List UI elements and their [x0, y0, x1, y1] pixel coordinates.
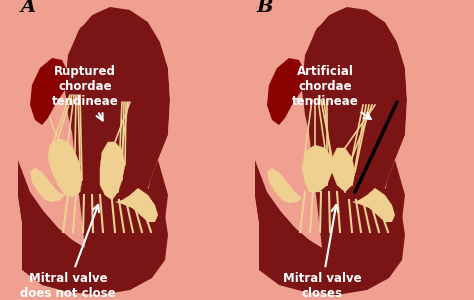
- Polygon shape: [22, 188, 168, 295]
- Ellipse shape: [247, 10, 447, 280]
- Polygon shape: [332, 148, 355, 192]
- Text: Mitral valve
does not close: Mitral valve does not close: [20, 205, 116, 300]
- Text: B: B: [257, 0, 273, 16]
- Polygon shape: [115, 188, 158, 222]
- Polygon shape: [267, 168, 302, 203]
- Polygon shape: [352, 0, 435, 265]
- Polygon shape: [30, 58, 68, 125]
- Polygon shape: [302, 10, 404, 152]
- Polygon shape: [302, 145, 332, 192]
- Polygon shape: [249, 5, 407, 285]
- Polygon shape: [48, 138, 82, 197]
- Polygon shape: [12, 5, 170, 285]
- Polygon shape: [65, 10, 167, 152]
- Polygon shape: [8, 5, 100, 248]
- Text: A: A: [20, 0, 36, 16]
- Polygon shape: [259, 188, 405, 295]
- Polygon shape: [115, 0, 198, 265]
- Polygon shape: [18, 160, 168, 285]
- Polygon shape: [100, 142, 125, 200]
- Polygon shape: [267, 58, 305, 125]
- Polygon shape: [352, 188, 395, 222]
- Polygon shape: [255, 160, 405, 285]
- Text: Mitral valve
closes: Mitral valve closes: [283, 205, 361, 300]
- Polygon shape: [30, 168, 65, 202]
- Polygon shape: [245, 5, 337, 248]
- Text: Artificial
chordae
tendineae: Artificial chordae tendineae: [292, 65, 371, 119]
- Text: Ruptured
chordae
tendineae: Ruptured chordae tendineae: [52, 65, 118, 121]
- Ellipse shape: [10, 10, 210, 280]
